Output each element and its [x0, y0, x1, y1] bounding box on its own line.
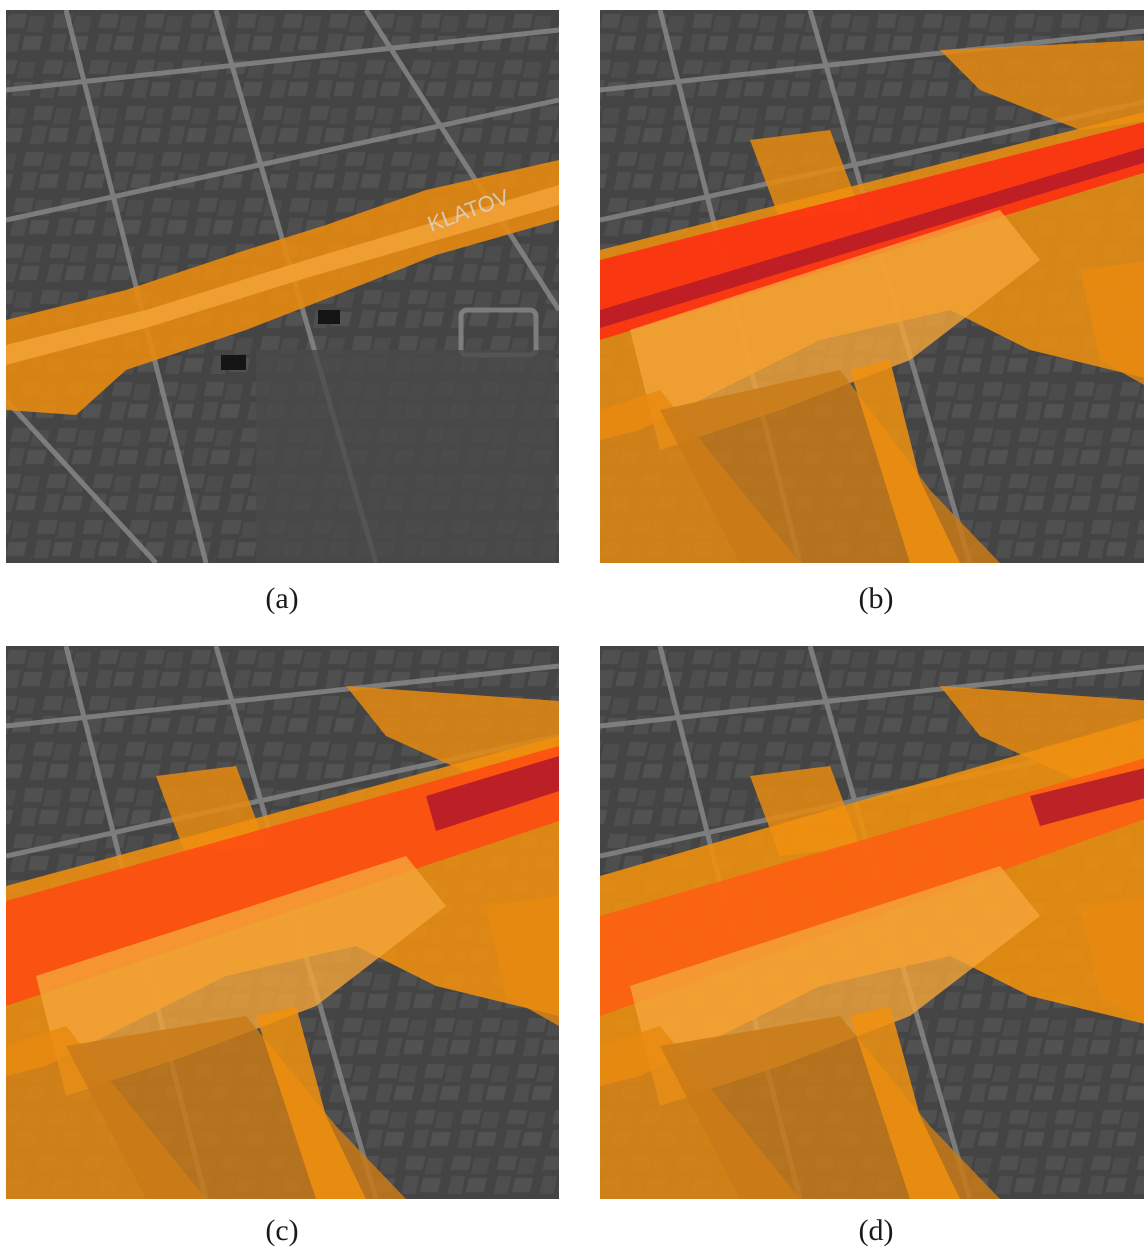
panel-c [6, 646, 559, 1199]
caption-b: (b) [858, 582, 894, 615]
caption-c: (c) [265, 1214, 299, 1247]
panel-b [600, 10, 1144, 563]
panel-a: KLATOV [6, 10, 559, 563]
panel-c-map [6, 646, 559, 1199]
flood-extent [6, 160, 559, 415]
caption-a: (a) [265, 582, 299, 615]
panel-d-map [600, 646, 1144, 1199]
panel-d [600, 646, 1144, 1199]
flood-extent [6, 686, 559, 1199]
flood-extent [600, 40, 1144, 563]
panel-a-map: KLATOV [6, 10, 559, 563]
panel-b-map [600, 10, 1144, 563]
caption-d: (d) [858, 1214, 894, 1247]
flood-extent [600, 686, 1144, 1199]
